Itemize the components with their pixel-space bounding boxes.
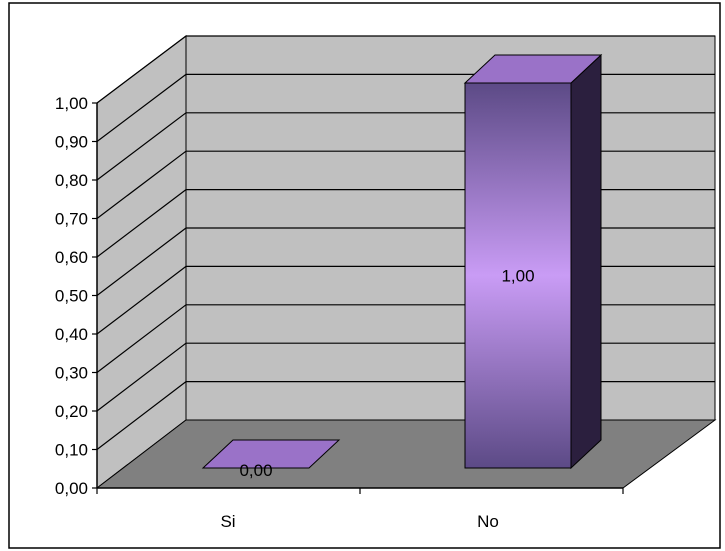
y-tick-label: 0,50	[55, 287, 88, 306]
plot-area: 0,00 0,10 0,20 0,30 0,40 0,50 0,60 0,70 0,80 0,90…	[55, 34, 717, 531]
y-tick-label: 0,80	[55, 171, 88, 190]
y-tick-label: 0,90	[55, 133, 88, 152]
x-tick-label: Si	[220, 512, 235, 531]
floor	[95, 419, 717, 489]
bar	[464, 82, 572, 469]
y-tick-label: 0,60	[55, 248, 88, 267]
y-tick-label: 0,10	[55, 441, 88, 460]
y-tick-label: 0,00	[55, 479, 88, 498]
data-label: 1,00	[501, 267, 534, 286]
y-tick-label: 0,20	[55, 402, 88, 421]
gridline	[96, 35, 715, 104]
y-tick-label: 1,00	[55, 94, 88, 113]
y-tick-label: 0,70	[55, 210, 88, 229]
x-tick-label: No	[477, 512, 499, 531]
bar-top	[201, 439, 341, 469]
bar-top	[463, 54, 603, 84]
y-tick-label: 0,40	[55, 325, 88, 344]
y-tick-label: 0,30	[55, 364, 88, 383]
data-label: 0,00	[239, 461, 272, 480]
bar-side	[570, 53, 602, 470]
